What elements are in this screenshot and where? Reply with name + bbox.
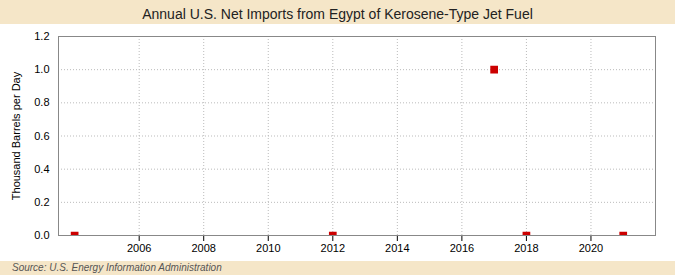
- svg-text:0.8: 0.8: [34, 96, 49, 108]
- svg-text:0.0: 0.0: [34, 229, 49, 241]
- svg-text:2018: 2018: [514, 242, 538, 254]
- html-text:Annual U.S. Net Imports from E: Annual U.S. Net Imports from Egypt of Ke…: [142, 6, 533, 22]
- svg-text:0.4: 0.4: [34, 163, 49, 175]
- svg-text:1.0: 1.0: [34, 63, 49, 75]
- svg-text:Thousand Barrels per Day: Thousand Barrels per Day: [10, 71, 22, 200]
- svg-text:1.2: 1.2: [34, 30, 49, 42]
- svg-text:2014: 2014: [385, 242, 409, 254]
- svg-text:2020: 2020: [579, 242, 603, 254]
- html-text:Source: U.S. Energy Informatio: Source: U.S. Energy Information Administ…: [12, 262, 222, 273]
- svg-text:2006: 2006: [127, 242, 151, 254]
- svg-text:2016: 2016: [450, 242, 474, 254]
- svg-text:0.2: 0.2: [34, 196, 49, 208]
- svg-text:2008: 2008: [191, 242, 215, 254]
- svg-text:2010: 2010: [256, 242, 280, 254]
- svg-text:2012: 2012: [321, 242, 345, 254]
- svg-text:0.6: 0.6: [34, 130, 49, 142]
